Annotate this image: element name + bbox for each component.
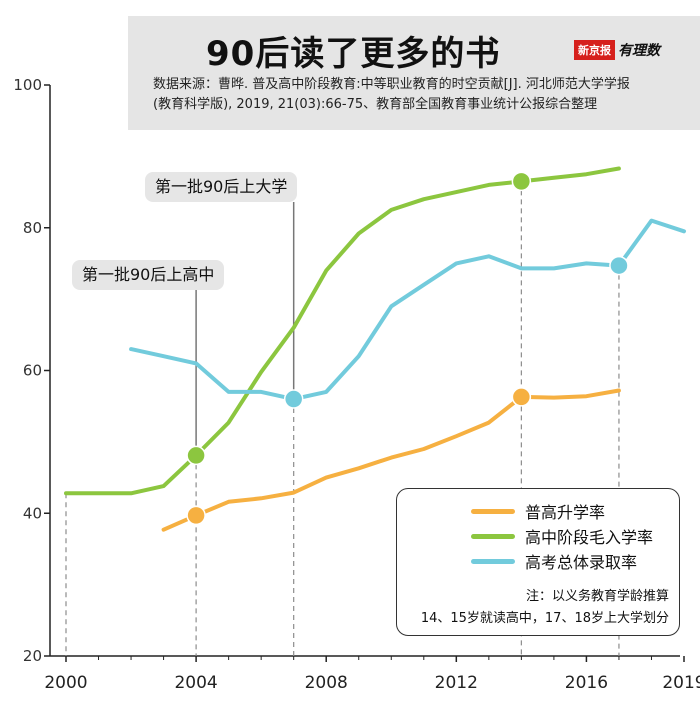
x-tick-label-2008: 2008 <box>305 673 348 693</box>
x-tick-label-2000: 2000 <box>44 673 87 693</box>
legend: 普高升学率 高中阶段毛入学率 高考总体录取率 注：以义务教育学龄推算 14、15… <box>396 488 680 636</box>
y-tick-label-100: 100 <box>13 76 42 94</box>
chart-title: 90后读了更多的书 <box>206 34 501 74</box>
marker-blue-2007 <box>283 389 304 409</box>
marker-orange-2004 <box>186 505 206 526</box>
y-tick-label-20: 20 <box>23 647 42 665</box>
marker-orange-2014 <box>511 387 532 407</box>
legend-label-blue: 高考总体录取率 <box>525 553 638 572</box>
marker-green-2014 <box>511 171 532 192</box>
legend-swatch-blue <box>471 558 515 564</box>
legend-label-green: 高中阶段毛入学率 <box>525 528 654 547</box>
callout-university: 第一批90后上大学 <box>145 172 298 202</box>
note-line-2: 14、15岁就读高中，17、18岁上大学划分 <box>420 611 669 626</box>
callout-high-school: 第一批90后上高中 <box>72 260 225 290</box>
y-tick-label-80: 80 <box>23 219 42 237</box>
x-tick-label-2004: 2004 <box>174 673 217 693</box>
series-line-orange <box>161 388 621 532</box>
y-tick-label-40: 40 <box>23 504 42 522</box>
brand-logo-red: 新京报 <box>574 40 615 60</box>
data-source: 数据来源：曹晔. 普及高中阶段教育:中等职业教育的时空贡献[J]. 河北师范大学… <box>153 75 693 115</box>
brand-logo: 新京报 有理数 <box>574 40 660 60</box>
legend-swatch-orange <box>471 508 515 514</box>
series-line-blue <box>129 218 686 402</box>
y-tick-label-60: 60 <box>23 362 42 380</box>
brand-logo-text: 有理数 <box>618 43 660 59</box>
legend-item-orange: 普高升学率 <box>471 499 605 523</box>
note-line-1: 注：以义务教育学龄推算 <box>525 589 669 604</box>
marker-blue-2017 <box>609 255 629 276</box>
legend-item-blue: 高考总体录取率 <box>471 549 637 573</box>
legend-label-orange: 普高升学率 <box>525 503 606 522</box>
legend-item-green: 高中阶段毛入学率 <box>471 524 653 548</box>
legend-swatch-green <box>471 533 515 539</box>
x-tick-label-2012: 2012 <box>435 673 478 693</box>
marker-green-2004 <box>186 445 206 466</box>
x-tick-label-2016: 2016 <box>565 673 608 693</box>
series-line-green <box>64 166 621 496</box>
data-source-line-2: (教育科学版), 2019, 21(03):66-75、教育部全国教育事业统计公… <box>153 97 598 112</box>
x-tick-label-2019: 2019 <box>662 673 700 693</box>
header-panel <box>128 16 700 130</box>
data-source-line-1: 数据来源：曹晔. 普及高中阶段教育:中等职业教育的时空贡献[J]. 河北师范大学… <box>153 77 630 92</box>
